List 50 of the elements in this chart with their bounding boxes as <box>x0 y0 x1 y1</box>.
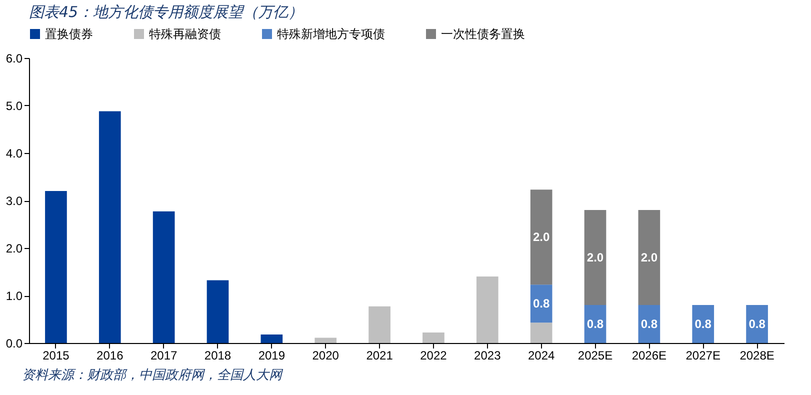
x-tick-label: 2015 <box>42 348 70 362</box>
bar <box>260 334 283 343</box>
bar <box>530 190 552 285</box>
data-label: 2.0 <box>586 250 604 264</box>
y-tick-label: 6.0 <box>6 52 23 66</box>
text: 资料来源：财政部，中国政府网，全国人大网 <box>22 367 284 384</box>
y-tick-label: 4.0 <box>6 146 23 160</box>
bar <box>746 305 768 343</box>
bar <box>422 332 444 343</box>
legend-label: 特殊新增地方专项债 <box>277 27 385 41</box>
x-tick-label: 2018 <box>204 348 232 362</box>
bar <box>45 191 67 343</box>
x-tick-label: 2021 <box>366 348 394 362</box>
data-label: 2.0 <box>640 250 658 264</box>
bar <box>98 111 121 343</box>
data-label: 0.8 <box>532 296 550 311</box>
bar <box>314 338 337 343</box>
x-tick-label: 2028E <box>740 348 774 362</box>
data-label: 0.8 <box>694 317 712 331</box>
bar <box>530 322 552 343</box>
x-tick-label: 2019 <box>258 348 286 362</box>
y-tick-label: 5.0 <box>6 99 23 113</box>
y-tick-label: 2.0 <box>6 242 23 256</box>
legend-label: 一次性债务置换 <box>441 27 525 41</box>
data-label: 2.0 <box>532 230 550 244</box>
bar <box>368 306 390 343</box>
data-label: 0.8 <box>640 317 658 331</box>
x-tick-label: 2023 <box>474 348 502 362</box>
bar <box>152 211 175 343</box>
x-tick-label: 2022 <box>420 348 448 362</box>
x-tick-label: 2027E <box>686 348 720 362</box>
x-tick-label: 2024 <box>528 348 555 362</box>
x-tick-label: 2020 <box>312 348 340 362</box>
y-tick-label: 1.0 <box>6 289 23 303</box>
bar <box>638 210 660 305</box>
bar <box>692 305 714 343</box>
data-label: 0.8 <box>586 317 604 331</box>
x-tick-label: 2026E <box>632 348 667 362</box>
x-tick-label: 2025E <box>578 348 613 362</box>
legend-label: 特殊再融资债 <box>149 27 221 41</box>
bar <box>476 276 498 343</box>
data-label: 0.8 <box>748 317 766 331</box>
chart-title: 图表45：地方化债专用额度展望（万亿） <box>29 3 304 21</box>
y-tick-label: 3.0 <box>6 194 23 208</box>
y-tick-label: 0.0 <box>6 336 23 350</box>
x-tick-label: 2016 <box>96 348 124 362</box>
x-tick-label: 2017 <box>150 348 178 362</box>
bar <box>206 280 229 343</box>
legend-label: 置换债券 <box>45 27 93 41</box>
bar <box>584 210 606 305</box>
